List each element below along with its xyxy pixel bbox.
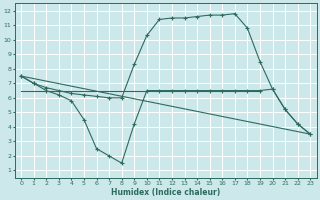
X-axis label: Humidex (Indice chaleur): Humidex (Indice chaleur) — [111, 188, 220, 197]
